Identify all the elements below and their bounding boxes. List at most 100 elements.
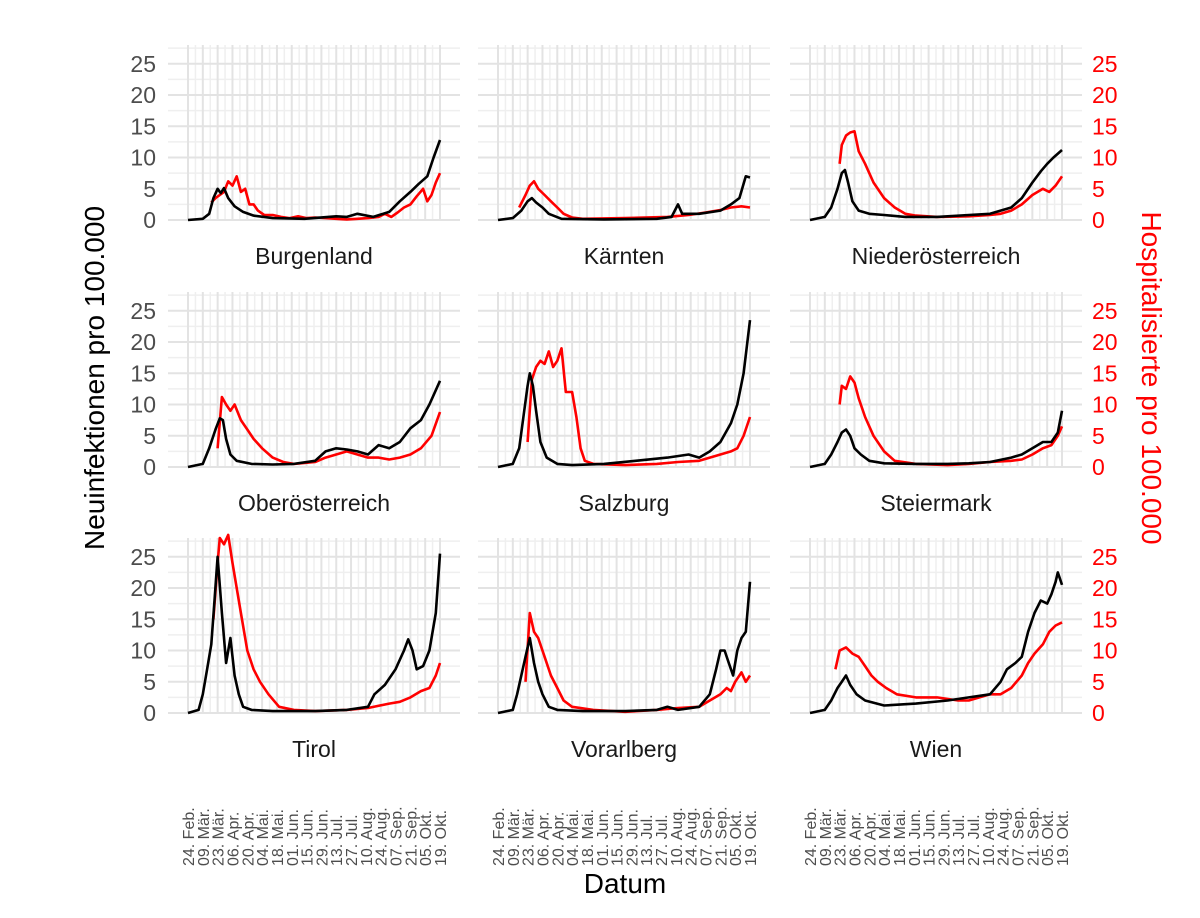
series-hospitalisierte-line xyxy=(834,621,1063,702)
x-tick-label: 18. Mai. xyxy=(580,809,597,866)
y-tick-label-right: 20 xyxy=(1092,82,1118,108)
y-tick-label-right: 25 xyxy=(1092,298,1118,324)
series-neuinfektionen-line xyxy=(497,175,751,222)
x-tick-label: 23. Mär. xyxy=(211,808,228,866)
x-tick-label: 01. Jun. xyxy=(595,809,612,866)
y-axis-title-left: Neuinfektionen pro 100.000 xyxy=(79,206,110,550)
x-tick-label: 13. Jul. xyxy=(329,814,346,866)
series-neuinfektionen-line xyxy=(497,319,752,469)
x-tick-label: 04. Mai. xyxy=(565,809,582,866)
panels-layer: 0 5 10 15 20 25 Burgenland Kärnten 0 5 10 15 20 25 Nie… xyxy=(130,45,1118,866)
series-hospitalisierte-line xyxy=(526,346,752,467)
x-tick-label: 10. Aug. xyxy=(669,807,686,866)
x-tick-label: 19. Okt. xyxy=(433,810,450,866)
facet-label: Burgenland xyxy=(255,243,373,269)
y-tick-label-left: 20 xyxy=(130,329,156,355)
facet-label: Kärnten xyxy=(584,243,665,269)
y-tick-label-left: 5 xyxy=(143,423,156,449)
series-neuinfektionen-line xyxy=(497,581,752,715)
y-tick-label-right: 10 xyxy=(1092,638,1118,664)
y-tick-label-right: 10 xyxy=(1092,145,1118,171)
x-tick-label: 15. Jun. xyxy=(610,809,627,866)
series-neuinfektionen-line xyxy=(187,380,442,469)
x-tick-label: 27. Jul. xyxy=(654,814,671,866)
y-tick-label-left: 0 xyxy=(143,207,156,233)
y-tick-label-left: 0 xyxy=(143,454,156,480)
y-tick-label-right: 0 xyxy=(1092,207,1105,233)
y-tick-label-left: 0 xyxy=(143,700,156,726)
y-tick-label-right: 10 xyxy=(1092,392,1118,418)
x-tick-label: 04. Mai. xyxy=(255,809,272,866)
y-tick-label-left: 20 xyxy=(130,575,156,601)
y-tick-label-right: 15 xyxy=(1092,113,1118,139)
x-tick-label: 24. Feb. xyxy=(491,807,508,866)
y-tick-label-right: 5 xyxy=(1092,669,1105,695)
x-tick-label: 10. Aug. xyxy=(981,807,998,866)
panel-8: 0 5 10 15 20 25 Wien 24. Feb.09. Mär.23. Mär.06… xyxy=(790,538,1118,866)
x-tick-label: 24. Feb. xyxy=(181,807,198,866)
series-neuinfektionen-line xyxy=(809,571,1064,715)
x-tick-label: 21. Sep. xyxy=(713,806,730,866)
series-neuinfektionen-line xyxy=(187,553,442,715)
y-tick-label-left: 15 xyxy=(130,113,156,139)
y-tick-label-right: 5 xyxy=(1092,423,1105,449)
x-axis-title: Datum xyxy=(584,868,666,899)
x-tick-label: 01. Jun. xyxy=(285,809,302,866)
x-tick-label: 19. Okt. xyxy=(743,810,760,866)
x-tick-label: 13. Jul. xyxy=(951,814,968,866)
x-tick-label: 18. Mai. xyxy=(892,809,909,866)
x-tick-label: 24. Aug. xyxy=(374,807,391,866)
panel-1: Kärnten xyxy=(478,45,770,269)
x-tick-label: 27. Jul. xyxy=(344,814,361,866)
x-tick-label: 19. Okt. xyxy=(1055,810,1072,866)
x-tick-label: 23. Mär. xyxy=(833,808,850,866)
facet-label: Salzburg xyxy=(579,490,670,516)
x-tick-label: 23. Mär. xyxy=(521,808,538,866)
x-tick-label: 09. Mär. xyxy=(506,808,523,866)
x-tick-label: 07. Sep. xyxy=(1011,806,1028,866)
x-tick-label: 05. Okt. xyxy=(1040,810,1057,866)
facet-label: Steiermark xyxy=(880,490,992,516)
y-tick-label-right: 0 xyxy=(1092,700,1105,726)
x-tick-label: 29. Jun. xyxy=(936,809,953,866)
y-tick-label-left: 5 xyxy=(143,176,156,202)
x-tick-label: 20. Apr. xyxy=(862,812,879,866)
x-tick-label: 06. Apr. xyxy=(226,812,243,866)
y-tick-label-left: 15 xyxy=(130,606,156,632)
y-tick-label-right: 5 xyxy=(1092,176,1105,202)
y-tick-label-left: 25 xyxy=(130,544,156,570)
x-tick-label: 07. Sep. xyxy=(699,806,716,866)
facet-label: Tirol xyxy=(292,736,336,762)
x-tick-label: 09. Mär. xyxy=(196,808,213,866)
x-tick-label: 24. Aug. xyxy=(684,807,701,866)
x-tick-label: 15. Jun. xyxy=(922,809,939,866)
y-tick-label-left: 10 xyxy=(130,392,156,418)
x-tick-label: 06. Apr. xyxy=(848,812,865,866)
panel-3: 0 5 10 15 20 25 Oberösterreich xyxy=(130,292,460,516)
facet-label: Oberösterreich xyxy=(238,490,390,516)
x-tick-label: 27. Jul. xyxy=(966,814,983,866)
y-axis-title-right: Hospitalisierte pro 100.000 xyxy=(1136,211,1167,544)
series-neuinfektionen-line xyxy=(809,149,1063,222)
x-tick-label: 21. Sep. xyxy=(403,806,420,866)
x-tick-label: 15. Jun. xyxy=(300,809,317,866)
facet-label: Vorarlberg xyxy=(571,736,677,762)
y-tick-label-left: 15 xyxy=(130,360,156,386)
panel-5: 0 5 10 15 20 25 Steiermark xyxy=(790,292,1118,516)
series-neuinfektionen-line xyxy=(187,139,442,222)
y-tick-label-right: 20 xyxy=(1092,329,1118,355)
x-tick-label: 24. Feb. xyxy=(803,807,820,866)
panel-4: Salzburg xyxy=(478,292,770,516)
x-tick-label: 04. Mai. xyxy=(877,809,894,866)
y-tick-label-right: 25 xyxy=(1092,544,1118,570)
panel-0: 0 5 10 15 20 25 Burgenland xyxy=(130,45,460,269)
x-tick-label: 29. Jun. xyxy=(624,809,641,866)
series-neuinfektionen-line xyxy=(809,410,1064,469)
facet-label: Wien xyxy=(910,736,962,762)
panel-2: 0 5 10 15 20 25 Niederösterreich xyxy=(790,45,1118,269)
panel-7: Vorarlberg 24. Feb.09. Mär.23. Mär.06. Ap… xyxy=(478,538,770,866)
x-tick-label: 01. Jun. xyxy=(907,809,924,866)
y-tick-label-left: 5 xyxy=(143,669,156,695)
